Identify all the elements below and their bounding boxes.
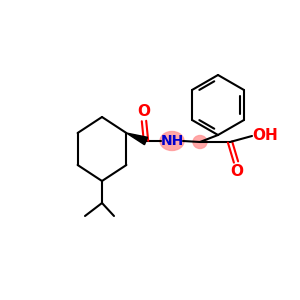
Text: O: O <box>230 164 244 178</box>
Ellipse shape <box>193 136 207 148</box>
Text: O: O <box>137 104 151 119</box>
Polygon shape <box>126 133 148 145</box>
Text: OH: OH <box>252 128 278 143</box>
Text: NH: NH <box>160 134 184 148</box>
Ellipse shape <box>160 131 184 151</box>
